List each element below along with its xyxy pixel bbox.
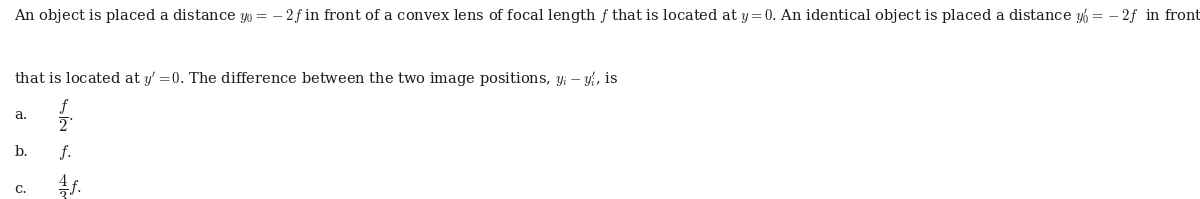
Text: c.: c. (14, 182, 28, 196)
Text: An object is placed a distance $y_0 = -2f$ in front of a convex lens of focal le: An object is placed a distance $y_0 = -2… (14, 6, 1200, 26)
Text: that is located at $y^{\prime} = 0$. The difference between the two image positi: that is located at $y^{\prime} = 0$. The… (14, 70, 618, 90)
Text: b.: b. (14, 145, 29, 159)
Text: $f.$: $f.$ (58, 143, 71, 162)
Text: $\dfrac{4}{3}f.$: $\dfrac{4}{3}f.$ (58, 173, 82, 199)
Text: a.: a. (14, 108, 28, 122)
Text: $\dfrac{f}{2}.$: $\dfrac{f}{2}.$ (58, 97, 73, 134)
